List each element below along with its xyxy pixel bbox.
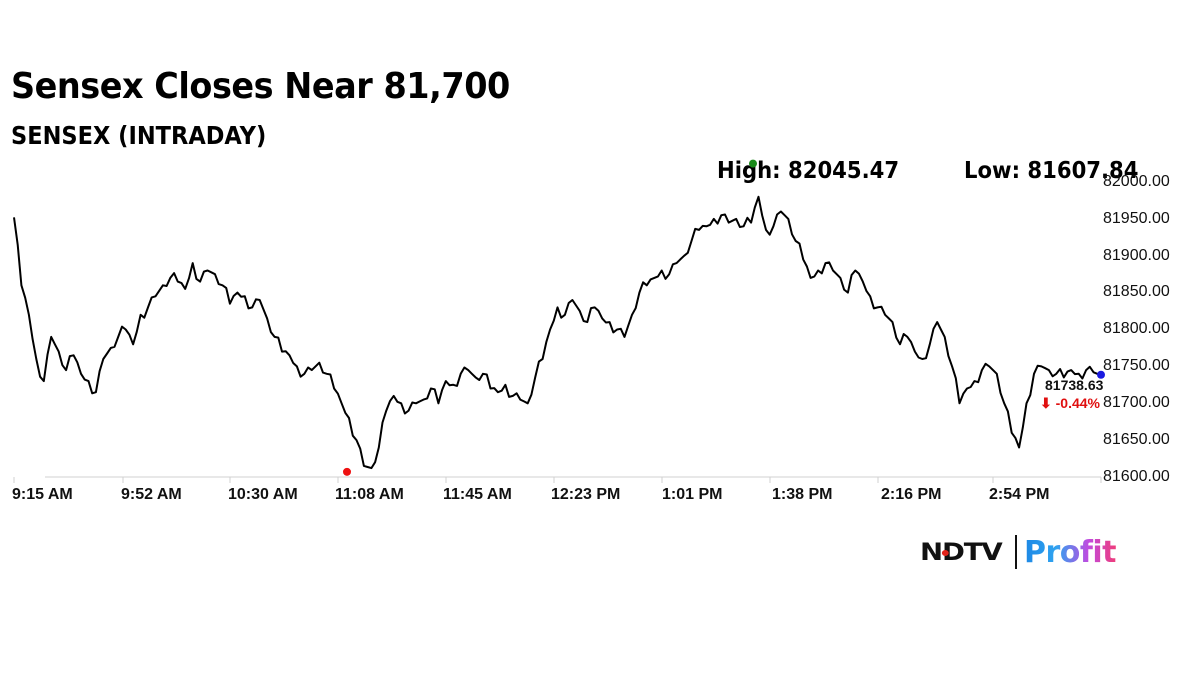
y-tick: 81800.00 [1103,320,1170,337]
y-tick: 81900.00 [1103,247,1170,264]
x-tick: 11:08 AM [335,486,404,503]
high-marker [749,159,757,168]
x-tick: 9:52 AM [121,486,182,503]
profit-wordmark: Profit [1023,534,1117,570]
ndtv-text: NDTV [920,538,1003,566]
ndtv-profit-logo: NDTV Profit [920,534,1117,570]
y-tick: 81700.00 [1103,394,1170,411]
ndtv-wordmark: NDTV [920,538,1003,566]
y-tick: 81750.00 [1103,357,1170,374]
y-tick: 82000.00 [1103,173,1170,190]
x-tick: 12:23 PM [551,486,621,503]
low-marker [343,467,351,476]
last-marker [1097,370,1105,379]
ndtv-red-dot-icon [941,550,949,556]
price-line [13,195,1102,470]
x-tick: 2:16 PM [881,486,942,503]
x-tick: 1:38 PM [772,486,833,503]
x-tick: 2:54 PM [989,486,1050,503]
chart-subtitle: SENSEX (INTRADAY) [11,121,267,150]
high-label: High: 82045.47 [717,158,900,184]
y-tick: 81850.00 [1103,283,1170,300]
x-axis-ticks [13,477,1102,483]
y-tick: 81600.00 [1103,468,1170,485]
logo-divider [1014,535,1017,569]
x-tick: 9:15 AM [12,486,73,503]
x-tick: 1:01 PM [662,486,723,503]
low-label: Low: 81607.84 [964,158,1139,184]
page-title: Sensex Closes Near 81,700 [11,66,510,107]
last-price-label: 81738.63 [1045,377,1104,393]
change-percent-label: ⬇ -0.44% [1040,395,1100,411]
x-tick: 11:45 AM [443,486,512,503]
y-tick: 81950.00 [1103,210,1170,227]
y-tick: 81650.00 [1103,431,1170,448]
x-tick: 10:30 AM [228,486,298,503]
